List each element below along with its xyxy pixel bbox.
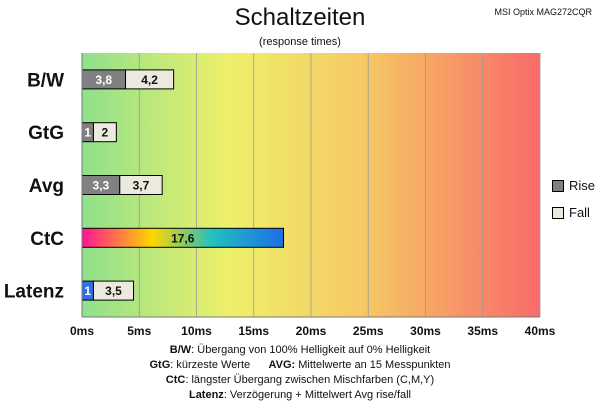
data-label-rise: 17,6 bbox=[171, 231, 195, 245]
legend-swatch-rise bbox=[552, 179, 564, 192]
x-tick-label: 20ms bbox=[296, 324, 327, 338]
x-tick-labels: 0ms 5ms 10ms 15ms 20ms 25ms 30ms 35ms 40ms bbox=[70, 324, 556, 338]
data-label-rise: 1 bbox=[84, 284, 91, 298]
legend-item-fall: Fall bbox=[552, 205, 590, 220]
chart-subtitle: (response times) bbox=[259, 36, 341, 48]
x-tick-label: 40ms bbox=[525, 324, 556, 338]
gridlines bbox=[138, 53, 541, 317]
category-label: Latenz bbox=[4, 282, 64, 303]
x-tick-label: 25ms bbox=[353, 324, 384, 338]
legend-label-fall: Fall bbox=[569, 205, 590, 220]
bar-fall bbox=[119, 175, 163, 195]
data-label-fall: 2 bbox=[102, 126, 109, 140]
category-label: B/W bbox=[27, 70, 64, 91]
x-tick-label: 30ms bbox=[410, 324, 441, 338]
footnotes: B/W: Übergang von 100% Helligkeit auf 0%… bbox=[0, 343, 600, 403]
category-labels: B/W GtG Avg CtC Latenz bbox=[4, 70, 64, 302]
x-tick-label: 10ms bbox=[181, 324, 212, 338]
note-ctc: CtC: längster Übergang zwischen Mischfar… bbox=[165, 374, 435, 386]
bar-fall bbox=[92, 280, 135, 301]
data-label-fall: 4,2 bbox=[141, 73, 158, 87]
data-label-rise: 3,3 bbox=[93, 179, 110, 193]
data-label-rise: 3,8 bbox=[95, 73, 112, 87]
data-label-fall: 3,5 bbox=[105, 284, 122, 298]
data-label-rise: 1 bbox=[84, 126, 91, 140]
legend-item-rise: Rise bbox=[552, 178, 595, 193]
note-gtg-avg: GtG: kürzeste Werte AVG: Mittelwerte an … bbox=[149, 359, 451, 371]
data-label-fall: 3,7 bbox=[133, 179, 150, 193]
bar-fall bbox=[92, 122, 117, 143]
monitor-model: MSI Optix MAG272CQR bbox=[494, 7, 592, 17]
x-tick-label: 0ms bbox=[70, 324, 94, 338]
category-label: Avg bbox=[29, 176, 64, 197]
x-tick-label: 5ms bbox=[127, 324, 151, 338]
x-tick-label: 15ms bbox=[238, 324, 269, 338]
legend-label-rise: Rise bbox=[569, 178, 596, 193]
chart-title: Schaltzeiten bbox=[234, 4, 366, 31]
category-label: CtC bbox=[30, 229, 64, 250]
legend-swatch-fall bbox=[552, 206, 564, 219]
x-tick-label: 35ms bbox=[467, 324, 498, 338]
bars: 3,8 4,21 23,3 3,717,61 3,5 bbox=[81, 69, 285, 301]
category-label: GtG bbox=[28, 123, 64, 144]
bar-fall bbox=[125, 69, 175, 90]
note-bw: B/W: Übergang von 100% Helligkeit auf 0%… bbox=[169, 344, 431, 356]
note-latenz: Latenz: Verzögerung + Mittelwert Avg ris… bbox=[188, 389, 412, 401]
